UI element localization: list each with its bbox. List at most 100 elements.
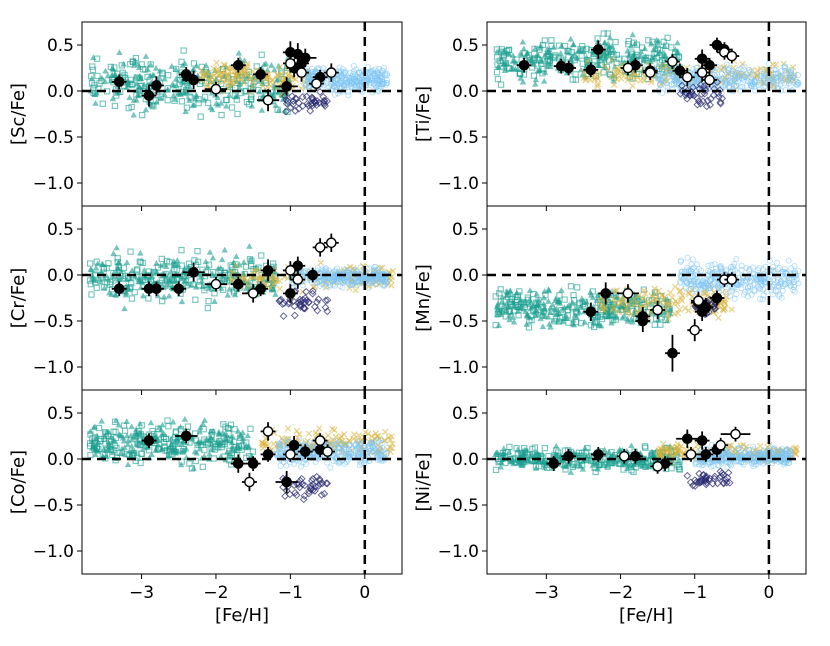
bg-point [111, 418, 119, 425]
bg-point [126, 94, 133, 101]
data-point-filled [173, 283, 185, 295]
bg-point [503, 59, 511, 66]
bg-point [340, 431, 348, 438]
bg-point [157, 262, 165, 269]
bg-point [769, 74, 776, 81]
bg-point [614, 69, 622, 76]
bg-point [350, 454, 357, 461]
data-point-open [689, 324, 701, 336]
bg-point [558, 286, 565, 293]
bg-point [116, 431, 123, 438]
bg-point [178, 58, 185, 65]
bg-point [785, 77, 792, 84]
bg-point [381, 437, 388, 444]
bg-point [581, 318, 588, 325]
bg-point [278, 300, 287, 309]
bg-point [758, 280, 765, 287]
bg-point [731, 81, 738, 88]
bg-point [181, 265, 189, 272]
bg-point [276, 444, 283, 451]
data-point-open [314, 242, 326, 253]
bg-point [631, 295, 638, 303]
bg-point [654, 50, 662, 57]
bg-point [202, 258, 210, 265]
bg-point [297, 463, 305, 470]
bg-point [542, 291, 549, 299]
bg-point [739, 83, 746, 90]
bg-point [142, 106, 150, 113]
bg-point [116, 49, 123, 56]
bg-point [531, 54, 539, 62]
bg-point [258, 252, 265, 259]
bg-point [731, 261, 738, 268]
bg-point [321, 303, 330, 312]
bg-point [561, 296, 568, 303]
bg-point [114, 264, 122, 271]
bg-point [100, 264, 107, 271]
bg-point [123, 259, 131, 265]
y-tick-label: −0.5 [438, 312, 479, 332]
bg-point [355, 432, 363, 439]
bg-point [655, 63, 662, 70]
bg-point [258, 106, 266, 113]
bg-point [521, 449, 529, 456]
bg-point [220, 68, 228, 75]
bg-point [197, 113, 204, 120]
bg-point [371, 445, 378, 452]
bg-point [346, 441, 354, 449]
bg-point [717, 263, 724, 270]
bg-point [87, 431, 94, 438]
bg-point [539, 41, 547, 49]
bg-point [233, 253, 240, 260]
bg-point [667, 289, 674, 296]
bg-point [610, 304, 617, 312]
bg-point [269, 76, 276, 83]
bg-point [641, 290, 649, 297]
bg-point [693, 268, 700, 275]
data-point-filled [299, 52, 311, 64]
bg-point [367, 439, 374, 446]
data-point-filled [518, 59, 530, 71]
bg-point [733, 290, 740, 298]
bg-point [249, 448, 256, 455]
bg-point [520, 45, 528, 52]
bg-point [138, 111, 146, 119]
bg-point [109, 71, 116, 78]
bg-point [524, 49, 532, 56]
bg-point [521, 299, 528, 305]
bg-point [247, 80, 254, 87]
bg-point [527, 312, 535, 320]
bg-point [107, 443, 114, 451]
bg-point [540, 313, 547, 320]
bg-point [569, 463, 576, 471]
bg-point [164, 72, 172, 79]
bg-point [612, 458, 619, 464]
bg-point [224, 73, 232, 80]
bg-point [92, 264, 100, 271]
bg-point [624, 47, 631, 54]
bg-point [591, 58, 598, 65]
bg-point [697, 267, 705, 274]
bg-point [93, 445, 101, 452]
panel-mnfe: 0.50.0−0.5−1.0[Mn/Fe] [413, 205, 807, 395]
bg-point [191, 257, 198, 264]
bg-point [677, 257, 685, 264]
bg-point [493, 48, 501, 55]
bg-point [500, 301, 508, 308]
bg-point [132, 54, 140, 62]
bg-point [284, 425, 292, 432]
bg-point [709, 91, 718, 99]
bg-point [136, 258, 143, 265]
bg-point [306, 100, 315, 109]
bg-point [101, 284, 108, 291]
bg-point [737, 84, 744, 91]
bg-point [600, 30, 607, 37]
bg-point [328, 441, 335, 448]
bg-point [497, 463, 505, 470]
bg-point [772, 70, 779, 77]
bg-point [185, 263, 192, 270]
bg-point [360, 76, 367, 83]
bg-point [544, 45, 551, 52]
bg-point [133, 80, 141, 87]
bg-point [569, 299, 576, 305]
